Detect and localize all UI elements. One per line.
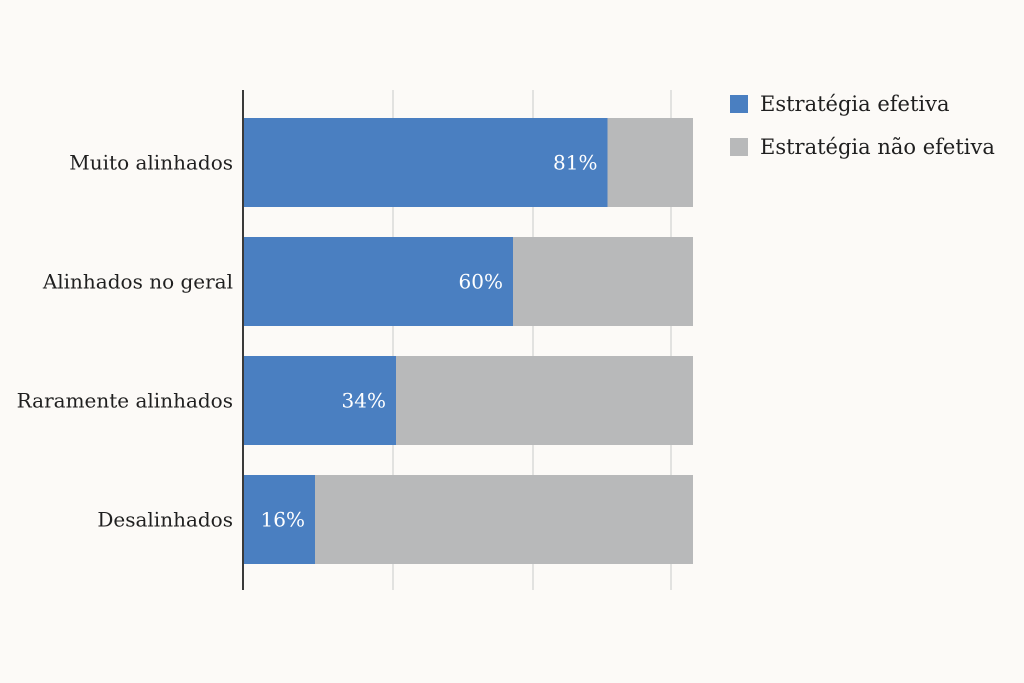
category-label-1: Muito alinhados	[69, 151, 233, 175]
category-label-2: Alinhados no geral	[42, 270, 233, 294]
bars: 81% 60% 34% 16%	[243, 118, 693, 564]
legend-swatch-2	[730, 138, 748, 156]
bar-nao-efetiva-1	[607, 118, 693, 207]
bar-efetiva-3	[243, 356, 396, 445]
bar-nao-efetiva-2	[513, 237, 693, 326]
bar-efetiva-1	[243, 118, 608, 207]
data-label-2: 60%	[459, 270, 503, 294]
bar-nao-efetiva-3	[396, 356, 693, 445]
bar-nao-efetiva-4	[315, 475, 693, 564]
category-label-3: Raramente alinhados	[17, 389, 233, 413]
legend-label-2: Estratégia não efetiva	[760, 135, 995, 159]
bar-efetiva-4	[243, 475, 315, 564]
data-label-3: 34%	[342, 389, 386, 413]
category-label-4: Desalinhados	[97, 508, 233, 532]
data-label-4: 16%	[261, 508, 305, 532]
data-label-1: 81%	[553, 151, 597, 175]
legend-swatch-1	[730, 95, 748, 113]
bar-efetiva-2	[243, 237, 513, 326]
category-labels: Muito alinhados Alinhados no geral Raramen…	[17, 151, 233, 532]
legend: Estratégia efetiva Estratégia não efetiva	[730, 92, 995, 159]
legend-label-1: Estratégia efetiva	[760, 92, 950, 116]
